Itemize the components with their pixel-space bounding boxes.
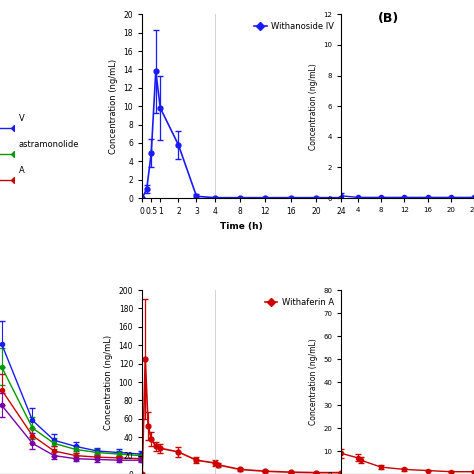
- Y-axis label: Concentration (ng/mL): Concentration (ng/mL): [109, 59, 118, 154]
- Y-axis label: Concentration (ng/mL): Concentration (ng/mL): [309, 63, 318, 150]
- Text: V: V: [19, 114, 25, 123]
- Legend: Withaferin A: Withaferin A: [262, 294, 337, 310]
- Text: A: A: [19, 166, 25, 175]
- Legend: Withanoside IV: Withanoside IV: [251, 18, 337, 34]
- Text: (B): (B): [378, 12, 399, 25]
- Text: astramonolide: astramonolide: [19, 140, 80, 149]
- Y-axis label: Concentration (ng/mL): Concentration (ng/mL): [309, 338, 318, 426]
- X-axis label: Time (h): Time (h): [220, 222, 263, 231]
- Y-axis label: Concentration (ng/mL): Concentration (ng/mL): [104, 335, 113, 429]
